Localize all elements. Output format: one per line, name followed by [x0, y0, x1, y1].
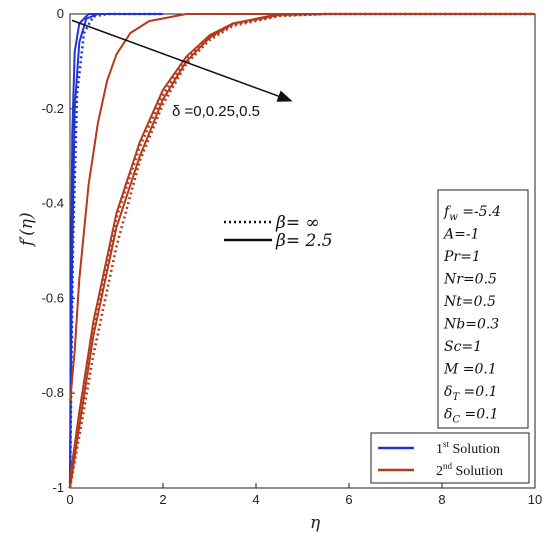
x-tick-label: 0: [66, 492, 73, 507]
parameter-line: Nb=0.3: [443, 317, 499, 333]
y-tick-label: 0: [57, 6, 64, 21]
first-solution-line-2: [68, 12, 163, 489]
x-tick-label: 4: [252, 492, 259, 507]
legend-box: [370, 432, 530, 484]
parameter-line: fw =-5.4: [443, 204, 501, 223]
second-solution-line-3: [69, 13, 535, 403]
parameter-line: δT =0.1: [444, 384, 498, 403]
legend-label: 2nd Solution: [436, 461, 503, 479]
legend: 1st Solution 2nd Solution: [378, 439, 503, 479]
x-axis-title: η: [310, 513, 321, 533]
y-tick-label: -0.8: [42, 385, 64, 400]
parameter-line: Nr=0.5: [443, 272, 497, 288]
x-tick-label: 2: [159, 492, 166, 507]
parameter-line: M =0.1: [443, 362, 497, 378]
series-layer: [68, 12, 535, 489]
second-solution-line-5: [68, 12, 535, 489]
delta-arrow: [71, 19, 293, 102]
first-solution-line-1: [69, 13, 163, 489]
second-solution-line-6: [69, 13, 535, 479]
x-tick-label: 6: [345, 492, 352, 507]
y-tick-label: -1: [52, 480, 64, 495]
y-tick-label: -0.6: [42, 290, 64, 305]
parameter-line: Nt=0.5: [443, 294, 496, 310]
x-tick-label: 10: [528, 492, 542, 507]
parameter-line: Sc=1: [444, 339, 482, 355]
beta-25-label: β= 2.5: [275, 231, 333, 251]
parameter-box: [437, 189, 529, 429]
parameter-line: δC =0.1: [444, 407, 499, 426]
beta-inf-label: β= ∞: [275, 213, 320, 233]
y-tick-label: -0.2: [42, 101, 64, 116]
annotations: δ =0,0.25,0.5 β= ∞ β= 2.5: [71, 19, 333, 251]
y-tick-label: -0.4: [42, 196, 64, 211]
parameter-line: A=-1: [442, 227, 479, 243]
second-solution-line-7: [68, 12, 535, 489]
x-tick-label: 8: [438, 492, 445, 507]
parameter-list: fw =-5.4 A=-1 Pr=1 Nr=0.5 Nt=0.5 Nb=0.3 Sc=1 M …: [442, 204, 501, 426]
legend-label: 1st Solution: [436, 439, 500, 457]
parameter-line: Pr=1: [443, 249, 481, 265]
y-axis-title: f′(η): [17, 212, 37, 248]
delta-label: δ =0,0.25,0.5: [172, 103, 260, 120]
